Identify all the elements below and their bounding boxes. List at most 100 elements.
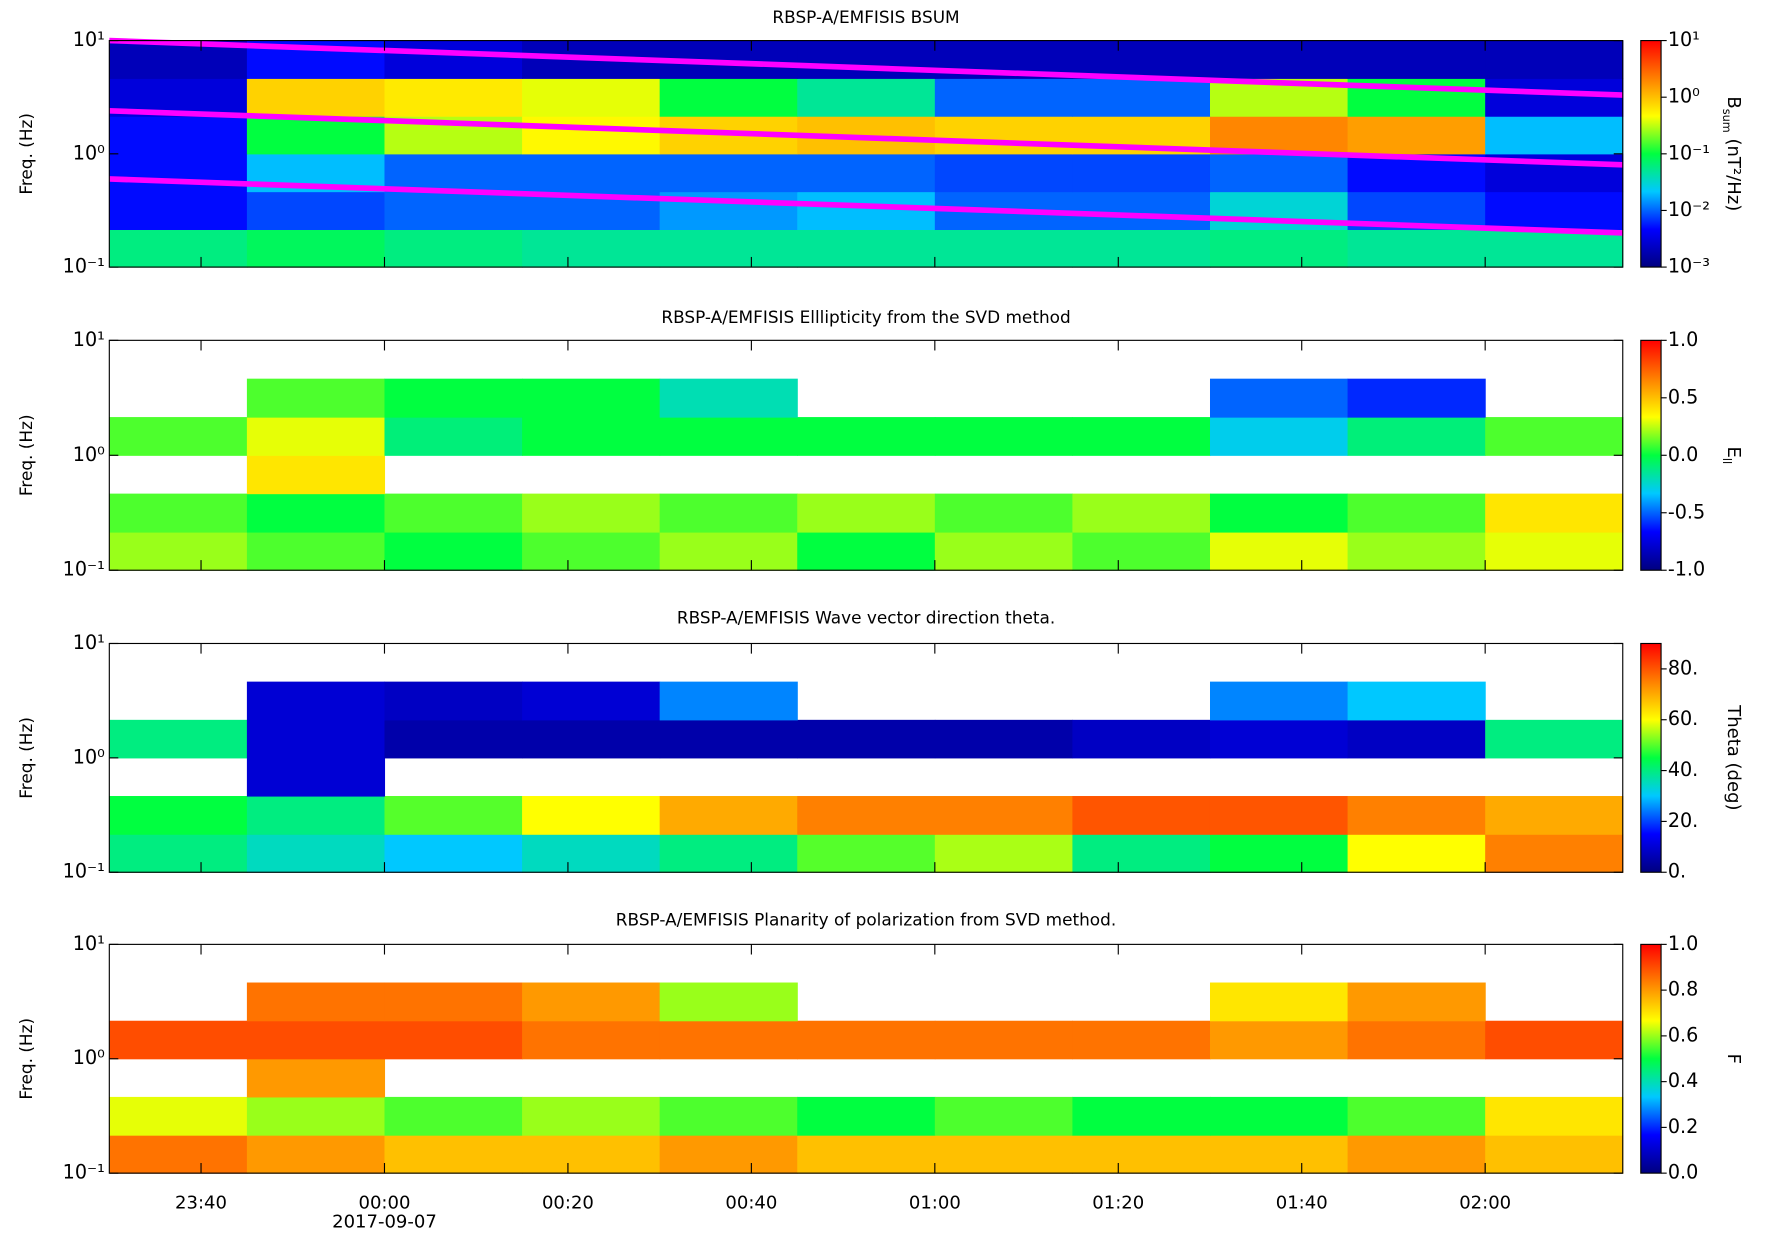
heat-cell bbox=[522, 417, 661, 456]
y-tick-label: 10⁻¹ bbox=[63, 255, 105, 278]
heat-cell bbox=[934, 417, 1073, 456]
y-tick-label: 10⁰ bbox=[73, 745, 105, 768]
heat-cell bbox=[934, 1135, 1073, 1174]
heat-cell bbox=[659, 982, 798, 1022]
heat-cell bbox=[1209, 378, 1349, 418]
heat-cell bbox=[659, 1020, 798, 1060]
colorbar-tick-label: 10⁻³ bbox=[1668, 255, 1710, 278]
heat-cell bbox=[1072, 1096, 1211, 1136]
heat-cell bbox=[246, 681, 386, 721]
heat-cell bbox=[797, 1020, 936, 1060]
heat-cell bbox=[1347, 1135, 1486, 1174]
colorbar-label-main: B bbox=[1723, 96, 1744, 108]
heat-cell bbox=[246, 417, 386, 456]
heat-cell bbox=[384, 191, 523, 230]
heat-cell bbox=[934, 78, 1073, 117]
heat-cell bbox=[659, 78, 798, 117]
colorbar-tick-label: -0.5 bbox=[1668, 500, 1705, 523]
colorbar-label-sub: ll bbox=[1721, 458, 1734, 464]
heat-cell bbox=[659, 681, 798, 721]
heat-cell bbox=[1072, 191, 1211, 230]
heat-cell bbox=[109, 1135, 248, 1174]
colorbar bbox=[1640, 943, 1662, 1174]
heat-cell bbox=[1209, 116, 1349, 155]
heat-cell bbox=[1209, 153, 1349, 193]
y-tick-label: 10⁻¹ bbox=[63, 558, 105, 581]
heat-cell bbox=[246, 1020, 386, 1060]
x-tick-label: 01:40 bbox=[1276, 1193, 1328, 1214]
heat-cell bbox=[1072, 229, 1211, 268]
heat-cell bbox=[1485, 1135, 1624, 1174]
heat-cell bbox=[522, 1135, 661, 1174]
heat-cell bbox=[384, 719, 523, 759]
heat-cell bbox=[1347, 417, 1486, 456]
colorbar-tick-label: -1.0 bbox=[1668, 558, 1705, 581]
heat-cell bbox=[109, 191, 248, 230]
heat-cell bbox=[659, 493, 798, 533]
heat-cell bbox=[246, 982, 386, 1022]
heat-cell bbox=[384, 681, 523, 721]
heat-cell bbox=[522, 1096, 661, 1136]
heat-cell bbox=[384, 493, 523, 533]
colorbar-label-main: F bbox=[1723, 1054, 1744, 1064]
heat-cell bbox=[659, 834, 798, 873]
colorbar bbox=[1640, 339, 1662, 571]
heat-cell bbox=[1072, 796, 1211, 835]
x-tick-label: 01:20 bbox=[1092, 1193, 1144, 1214]
heat-cell bbox=[1485, 493, 1624, 533]
x-tick-label: 00:20 bbox=[542, 1193, 594, 1214]
heat-cell bbox=[1485, 78, 1624, 117]
heat-cell bbox=[1485, 1096, 1624, 1136]
panel-title: RBSP-A/EMFISIS Planarity of polarization… bbox=[616, 910, 1116, 930]
y-axis-label: Freq. (Hz) bbox=[16, 414, 36, 496]
y-tick-label: 10¹ bbox=[73, 28, 105, 51]
x-tick-label: 00:40 bbox=[725, 1193, 777, 1214]
panel-title: RBSP-A/EMFISIS Elllipticity from the SVD… bbox=[661, 307, 1070, 327]
heat-cell bbox=[1072, 417, 1211, 456]
heat-cell bbox=[934, 1020, 1073, 1060]
x-date-label: 2017-09-07 bbox=[332, 1212, 437, 1233]
heat-cell bbox=[1072, 493, 1211, 533]
colorbar-tick-label: 0.0 bbox=[1668, 1161, 1698, 1184]
colorbar-label: Theta (deg) bbox=[1723, 704, 1744, 810]
heat-cell bbox=[1347, 229, 1486, 268]
y-axis-label: Freq. (Hz) bbox=[16, 113, 36, 195]
y-axis-label: Freq. (Hz) bbox=[16, 1018, 36, 1100]
colorbar-tick-label: 10⁰ bbox=[1668, 85, 1700, 108]
heat-cell bbox=[1072, 719, 1211, 759]
panel-title: RBSP-A/EMFISIS BSUM bbox=[772, 7, 959, 27]
heat-cell bbox=[797, 40, 936, 79]
heat-cell bbox=[1209, 1135, 1349, 1174]
x-tick-label: 00:00 bbox=[359, 1193, 411, 1214]
heat-cell bbox=[384, 153, 523, 193]
heat-cell bbox=[109, 796, 248, 835]
heat-cell bbox=[1209, 834, 1349, 873]
y-tick-label: 10⁰ bbox=[73, 443, 105, 466]
heat-cell bbox=[384, 417, 523, 456]
heat-cell bbox=[659, 719, 798, 759]
heat-cell bbox=[522, 532, 661, 571]
heat-cell bbox=[797, 493, 936, 533]
heat-cell bbox=[109, 153, 248, 193]
heat-cell bbox=[797, 719, 936, 759]
heat-cell bbox=[934, 834, 1073, 873]
heat-cell bbox=[659, 1135, 798, 1174]
colorbar-label: Ell bbox=[1721, 446, 1744, 464]
heat-cell bbox=[1072, 40, 1211, 79]
heat-cell bbox=[797, 1135, 936, 1174]
heat-cell bbox=[797, 532, 936, 571]
heat-cell bbox=[246, 757, 386, 797]
heat-cell bbox=[1485, 417, 1624, 456]
heat-cell bbox=[522, 78, 661, 117]
heat-cell bbox=[109, 229, 248, 268]
heat-cell bbox=[384, 229, 523, 268]
heat-cell bbox=[384, 982, 523, 1022]
y-tick-label: 10⁰ bbox=[73, 1046, 105, 1069]
heat-cell bbox=[1485, 191, 1624, 230]
heat-cell bbox=[246, 378, 386, 418]
colorbar-tick-label: 10⁻² bbox=[1668, 198, 1710, 221]
colorbar-tick-label: 10¹ bbox=[1668, 28, 1700, 51]
heat-cell bbox=[109, 1020, 248, 1060]
heat-cell bbox=[659, 532, 798, 571]
heat-cell bbox=[246, 229, 386, 268]
